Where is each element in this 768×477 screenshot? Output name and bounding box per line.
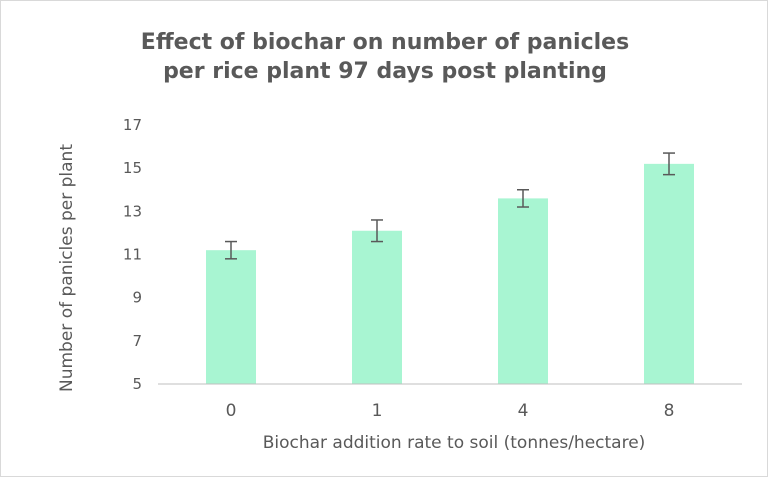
x-tick-label-4: 4 — [518, 401, 529, 421]
error-bar-1 — [371, 219, 383, 243]
bar-0 — [206, 250, 256, 384]
bar-1 — [352, 230, 402, 384]
y-tick-label-15: 15 — [123, 159, 142, 177]
y-tick-label-11: 11 — [123, 246, 142, 264]
error-bars — [225, 152, 675, 260]
y-axis-tick-labels: 5 7 9 11 13 15 17 — [123, 116, 142, 393]
chart-title-line-1: Effect of biochar on number of panicles — [141, 30, 629, 55]
bars — [206, 163, 694, 384]
bar-4 — [498, 198, 548, 384]
y-tick-label-13: 13 — [123, 202, 142, 220]
y-tick-label-17: 17 — [123, 116, 142, 134]
x-axis-title: Biochar addition rate to soil (tonnes/he… — [263, 433, 646, 453]
bar-8 — [644, 163, 694, 384]
x-tick-label-0: 0 — [226, 401, 237, 421]
y-tick-label-5: 5 — [132, 375, 142, 393]
y-tick-label-9: 9 — [132, 289, 142, 307]
chart-title-line-2: per rice plant 97 days post planting — [163, 59, 607, 84]
error-bar-0 — [225, 240, 237, 260]
y-axis-title: Number of panicles per plant — [57, 144, 77, 392]
x-axis-tick-labels: 0 1 4 8 — [226, 401, 675, 421]
x-tick-label-1: 1 — [372, 401, 383, 421]
error-bar-4 — [517, 189, 529, 208]
x-tick-label-8: 8 — [664, 401, 675, 421]
error-bar-8 — [663, 152, 675, 176]
y-tick-label-7: 7 — [132, 332, 142, 350]
